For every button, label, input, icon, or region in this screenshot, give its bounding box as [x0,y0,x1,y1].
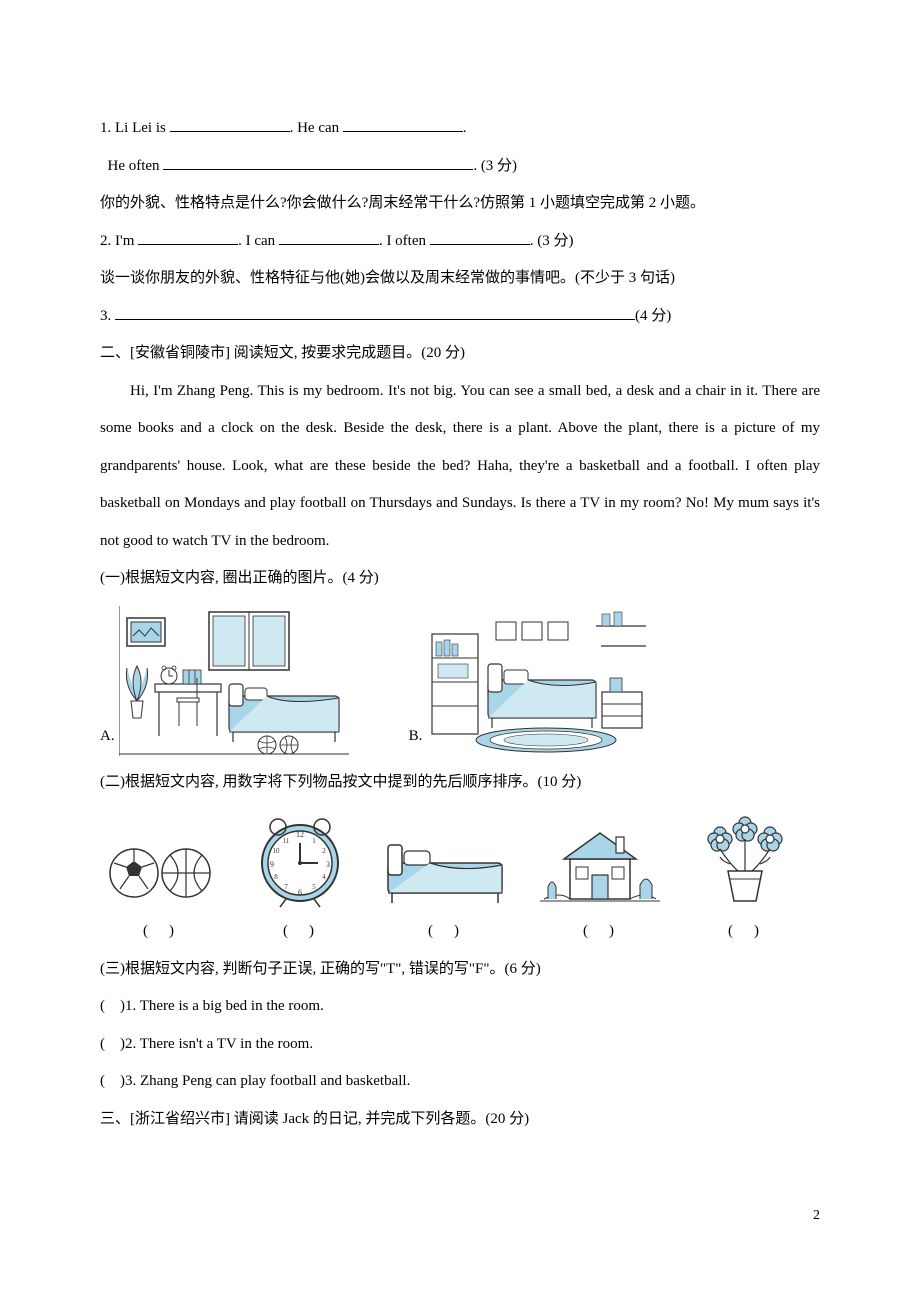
paren-input[interactable]: ( ) [283,923,317,939]
blank[interactable] [279,230,379,245]
items-row: 12 6 3 9 1 2 4 5 7 8 10 11 [100,809,820,909]
item-clock: 12 6 3 9 1 2 4 5 7 8 10 11 [250,809,350,909]
bed-icon [380,829,510,909]
q1-line2: He often . (3 分) [100,148,820,186]
item-flowers [690,809,800,909]
q1-line3a: 2. I'm [100,233,138,249]
svg-text:9: 9 [270,860,274,869]
bedroom-images-row: A. [100,606,820,756]
paren-input[interactable]: ( ) [143,923,177,939]
q1-line1a: 1. Li Lei is [100,120,170,136]
section2-sub1-heading: (一)根据短文内容, 圈出正确的图片。(4 分) [100,560,820,598]
item-bed [380,829,510,909]
section3-heading: 三、[浙江省绍兴市] 请阅读 Jack 的日记, 并完成下列各题。(20 分) [100,1101,820,1139]
bedroom-b-box: B. [409,606,657,756]
house-icon [540,819,660,909]
paren-input[interactable]: ( ) [428,923,462,939]
blank[interactable] [138,230,238,245]
img-label-a: A. [100,718,115,756]
svg-text:11: 11 [283,837,290,845]
q1-line3b: . I can [238,233,279,249]
blank[interactable] [115,305,635,320]
svg-text:8: 8 [274,873,278,881]
svg-text:1: 1 [312,837,316,845]
bedroom-a-box: A. [100,606,349,756]
svg-text:3: 3 [326,860,330,869]
q1-prompt: 你的外貌、性格特点是什么?你会做什么?周末经常干什么?仿照第 1 小题填空完成第… [100,185,820,223]
q1-line3: 2. I'm . I can . I often . (3 分) [100,223,820,261]
clock-icon: 12 6 3 9 1 2 4 5 7 8 10 11 [250,809,350,909]
page-number: 2 [100,1198,820,1233]
paren-input[interactable]: ( ) [583,923,617,939]
q1-line3c: . I often [379,233,430,249]
svg-text:5: 5 [312,883,316,891]
svg-text:6: 6 [298,888,302,897]
bedroom-a-icon [119,606,349,756]
blank[interactable] [163,155,473,170]
tf-item-2[interactable]: ( )2. There isn't a TV in the room. [100,1026,820,1064]
svg-text:7: 7 [284,883,288,891]
paren-input[interactable]: ( ) [728,923,762,939]
img-label-b: B. [409,718,423,756]
svg-text:10: 10 [273,847,281,855]
section2-sub3-heading: (三)根据短文内容, 判断句子正误, 正确的写"T", 错误的写"F"。(6 分… [100,951,820,989]
item-house [540,819,660,909]
blank[interactable] [430,230,530,245]
tf-item-3[interactable]: ( )3. Zhang Peng can play football and b… [100,1063,820,1101]
q1-line1b: . He can [290,120,343,136]
bedroom-b-icon [426,606,656,756]
svg-text:12: 12 [296,830,304,839]
q1-line4b: (4 分) [635,308,671,324]
blank[interactable] [170,117,290,132]
q1-line4a: 3. [100,308,115,324]
q1-line1c: . [463,120,467,136]
q1-line4: 3. (4 分) [100,298,820,336]
svg-text:2: 2 [322,847,326,855]
tf-item-1[interactable]: ( )1. There is a big bed in the room. [100,988,820,1026]
q1-prompt2: 谈一谈你朋友的外貌、性格特征与他(她)会做以及周末经常做的事情吧。(不少于 3 … [100,260,820,298]
item-balls [100,829,220,909]
q1-line2a: He often [100,158,163,174]
paren-row: ( ) ( ) ( ) ( ) ( ) [100,913,820,951]
q1-line3d: . (3 分) [530,233,574,249]
section2-heading: 二、[安徽省铜陵市] 阅读短文, 按要求完成题目。(20 分) [100,335,820,373]
svg-text:4: 4 [322,873,326,881]
q1-line1: 1. Li Lei is . He can . [100,110,820,148]
football-basketball-icon [100,829,220,909]
section2-passage: Hi, I'm Zhang Peng. This is my bedroom. … [100,373,820,561]
plant-icon [690,809,800,909]
section2-sub2-heading: (二)根据短文内容, 用数字将下列物品按文中提到的先后顺序排序。(10 分) [100,764,820,802]
q1-line2b: . (3 分) [473,158,517,174]
blank[interactable] [343,117,463,132]
